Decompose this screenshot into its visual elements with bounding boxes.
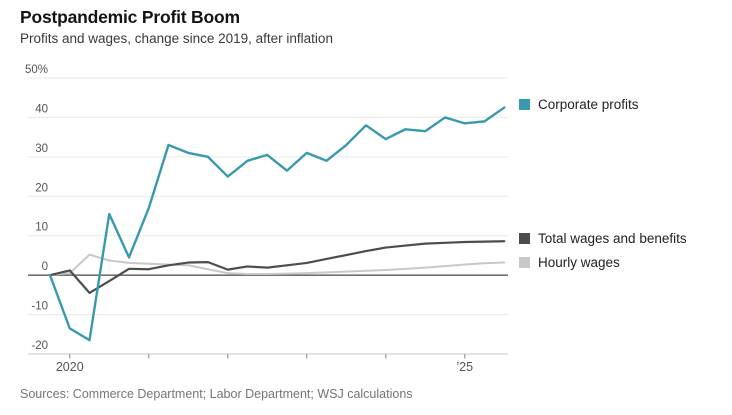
y-tick-label: 30: [35, 143, 48, 155]
legend-label-corporate-profits: Corporate profits: [538, 97, 639, 112]
legend-total-wages-and-benefits: Total wages and benefits: [519, 231, 687, 246]
axis-labels: 50% 40 30 20 10 0 -10 -20 2020 ’25: [25, 64, 473, 374]
legend-label-total-wages: Total wages and benefits: [538, 231, 687, 246]
legend-swatch-corporate-profits: [519, 99, 530, 110]
y-tick-label: 10: [35, 222, 48, 234]
legend-hourly-wages: Hourly wages: [519, 255, 620, 270]
series-line-total-wages-and-benefits: [48, 240, 506, 294]
chart-title: Postpandemic Profit Boom: [20, 7, 240, 27]
y-tick-label: 40: [35, 103, 48, 115]
series-line-corporate-profits: [48, 106, 506, 342]
gridlines: [28, 77, 508, 355]
series-lines: [48, 106, 506, 342]
legend-swatch-total-wages: [519, 233, 530, 244]
x-tick-label: 2020: [56, 360, 84, 374]
source-note: Sources: Commerce Department; Labor Depa…: [20, 387, 413, 401]
legend-label-hourly-wages: Hourly wages: [538, 255, 620, 270]
y-tick-label: 0: [42, 261, 48, 273]
chart-subtitle: Profits and wages, change since 2019, af…: [20, 31, 333, 46]
y-tick-label: 50%: [25, 64, 48, 76]
y-tick-label: -20: [31, 340, 48, 352]
y-tick-label: -10: [31, 301, 48, 313]
x-tick-label: ’25: [456, 360, 473, 374]
series-line-hourly-wages: [49, 253, 506, 277]
y-tick-label: 20: [35, 182, 48, 194]
legend-swatch-hourly-wages: [519, 257, 530, 268]
legend-corporate-profits: Corporate profits: [519, 97, 639, 112]
